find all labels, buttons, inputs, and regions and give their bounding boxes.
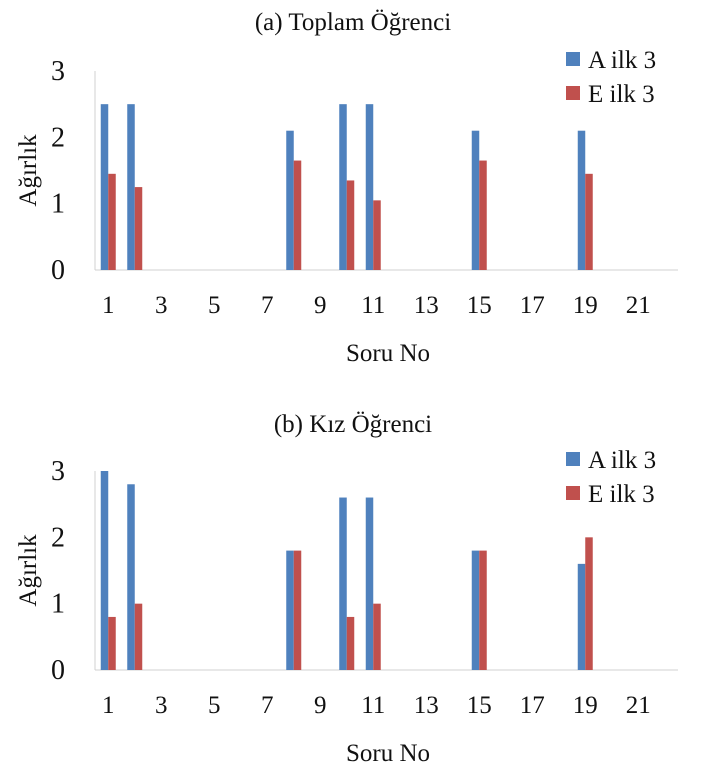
bar-a-ilk-3-q1 bbox=[100, 471, 109, 670]
x-tick-label: 13 bbox=[414, 692, 439, 719]
x-tick-label: 17 bbox=[520, 692, 545, 719]
bar-e-ilk-3-q15 bbox=[479, 160, 487, 270]
bar-a-ilk-3-q10 bbox=[339, 497, 347, 670]
x-tick-label: 1 bbox=[102, 292, 115, 319]
legend-swatch bbox=[566, 452, 580, 466]
x-tick-label: 11 bbox=[361, 292, 385, 319]
bar-a-ilk-3-q8 bbox=[286, 130, 294, 270]
y-tick-label: 3 bbox=[51, 456, 65, 487]
bar-a-ilk-3-q15 bbox=[471, 130, 480, 270]
legend-label: E ilk 3 bbox=[588, 81, 655, 108]
bar-e-ilk-3-q2 bbox=[134, 603, 143, 670]
x-tick-label: 7 bbox=[261, 692, 274, 719]
bar-e-ilk-3-q11 bbox=[373, 603, 381, 670]
y-axis-label: Ağırlık bbox=[15, 534, 42, 607]
legend-swatch bbox=[566, 486, 580, 500]
x-tick-label: 21 bbox=[626, 692, 651, 719]
x-tick-label: 13 bbox=[414, 292, 439, 319]
y-tick-label: 2 bbox=[51, 122, 65, 153]
chart-title: (a) Toplam Öğrenci bbox=[255, 9, 451, 36]
x-tick-label: 17 bbox=[520, 292, 545, 319]
bar-e-ilk-3-q8 bbox=[293, 160, 302, 270]
bar-a-ilk-3-q2 bbox=[127, 104, 135, 271]
x-tick-label: 9 bbox=[314, 292, 327, 319]
x-tick-label: 19 bbox=[573, 292, 598, 319]
x-tick-label: 7 bbox=[261, 292, 274, 319]
bar-e-ilk-3-q1 bbox=[108, 173, 116, 270]
legend-swatch bbox=[566, 52, 580, 66]
y-tick-label: 3 bbox=[51, 56, 65, 87]
chart-title: (b) Kız Öğrenci bbox=[274, 411, 432, 438]
bar-e-ilk-3-q10 bbox=[346, 616, 355, 670]
legend-label: E ilk 3 bbox=[588, 481, 655, 508]
bar-a-ilk-3-q19 bbox=[577, 563, 586, 670]
bar-a-ilk-3-q10 bbox=[339, 104, 347, 271]
bar-e-ilk-3-q19 bbox=[585, 537, 593, 670]
y-tick-label: 0 bbox=[51, 655, 65, 686]
bar-e-ilk-3-q19 bbox=[585, 173, 593, 270]
x-tick-label: 15 bbox=[467, 292, 492, 319]
bar-e-ilk-3-q2 bbox=[134, 187, 143, 270]
y-tick-label: 0 bbox=[51, 255, 65, 286]
x-axis-label: Soru No bbox=[346, 740, 430, 767]
legend-swatch bbox=[566, 86, 580, 100]
bar-a-ilk-3-q19 bbox=[577, 130, 586, 270]
x-tick-label: 5 bbox=[208, 292, 221, 319]
x-axis-label: Soru No bbox=[346, 340, 430, 367]
bar-e-ilk-3-q15 bbox=[479, 550, 487, 670]
x-tick-label: 15 bbox=[467, 692, 492, 719]
x-tick-label: 21 bbox=[626, 292, 651, 319]
legend-label: A ilk 3 bbox=[588, 447, 656, 474]
x-tick-label: 19 bbox=[573, 692, 598, 719]
x-tick-label: 11 bbox=[361, 692, 385, 719]
bar-e-ilk-3-q11 bbox=[373, 200, 381, 270]
bar-a-ilk-3-q8 bbox=[286, 550, 294, 670]
x-tick-label: 1 bbox=[102, 692, 115, 719]
bar-a-ilk-3-q15 bbox=[471, 550, 480, 670]
bar-a-ilk-3-q11 bbox=[365, 104, 374, 271]
bar-e-ilk-3-q1 bbox=[108, 616, 116, 670]
bar-a-ilk-3-q1 bbox=[100, 104, 109, 271]
bar-a-ilk-3-q11 bbox=[365, 497, 374, 670]
x-tick-label: 9 bbox=[314, 692, 327, 719]
legend-label: A ilk 3 bbox=[588, 47, 656, 74]
bar-a-ilk-3-q2 bbox=[127, 484, 135, 670]
y-axis-label: Ağırlık bbox=[15, 134, 42, 207]
y-tick-label: 1 bbox=[51, 589, 65, 620]
y-tick-label: 1 bbox=[51, 189, 65, 220]
bar-e-ilk-3-q8 bbox=[293, 550, 302, 670]
x-tick-label: 3 bbox=[155, 292, 168, 319]
y-tick-label: 2 bbox=[51, 522, 65, 553]
x-tick-label: 5 bbox=[208, 692, 221, 719]
x-tick-label: 3 bbox=[155, 692, 168, 719]
bar-e-ilk-3-q10 bbox=[346, 180, 355, 270]
